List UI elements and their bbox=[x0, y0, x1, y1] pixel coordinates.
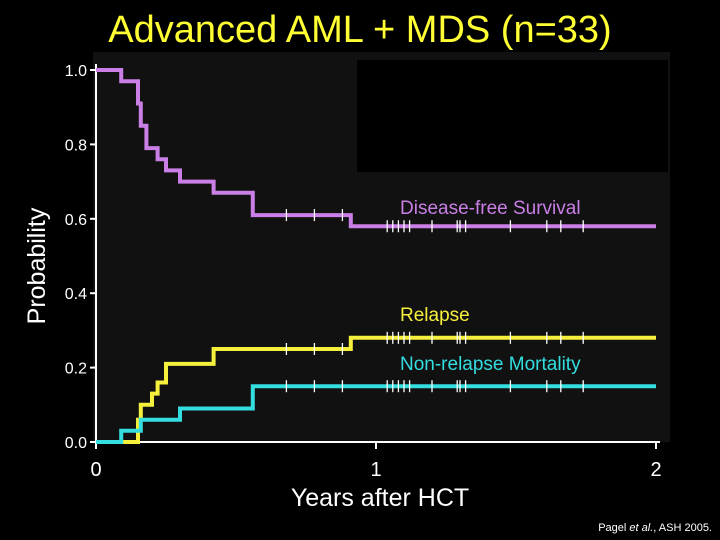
y-tick-label: 0.8 bbox=[65, 137, 87, 154]
y-tick-label: 0.2 bbox=[65, 361, 87, 378]
chart-title: Advanced AML + MDS (n=33) bbox=[108, 9, 612, 51]
curves bbox=[96, 68, 656, 444]
footnote-author: Pagel bbox=[598, 522, 630, 534]
x-tick-label: 0 bbox=[90, 459, 101, 481]
labels: 0.0 0.2 0.4 0.6 0.8 1.0 0 1 2 Years after HCT Prob… bbox=[23, 63, 662, 512]
legend-box-dark bbox=[357, 60, 668, 172]
footnote-source: , ASH 2005. bbox=[653, 522, 712, 534]
censor-marks bbox=[285, 209, 584, 393]
annotation-0: Disease-free Survival bbox=[400, 198, 581, 219]
y-tick-label: 0.4 bbox=[65, 286, 87, 303]
series-line-2 bbox=[96, 384, 656, 444]
footnote-etal: et al. bbox=[629, 522, 654, 534]
x-axis-label: Years after HCT bbox=[291, 484, 469, 512]
footnote: Pagel et al., ASH 2005. bbox=[598, 522, 712, 534]
x-tick-label: 1 bbox=[370, 459, 381, 481]
y-tick-label: 0.0 bbox=[65, 435, 87, 452]
axes bbox=[90, 64, 660, 449]
y-tick-label: 0.6 bbox=[65, 212, 87, 229]
y-tick-label: 1.0 bbox=[65, 63, 87, 80]
x-tick-label: 2 bbox=[650, 459, 661, 481]
series-line-0 bbox=[96, 68, 656, 229]
annotation-2: Non-relapse Mortality bbox=[400, 354, 581, 375]
annotation-1: Relapse bbox=[400, 305, 470, 326]
y-axis-label: Probability bbox=[23, 207, 51, 324]
